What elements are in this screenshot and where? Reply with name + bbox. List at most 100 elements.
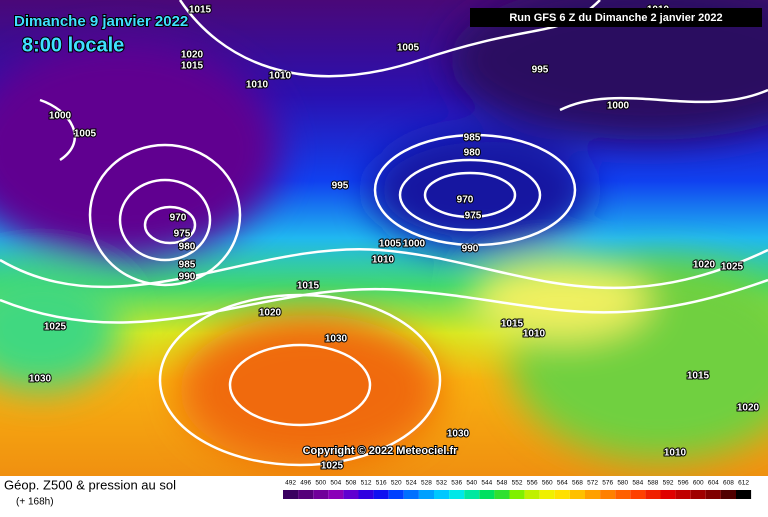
isobar-label: 990 xyxy=(179,272,196,283)
footer-title: Géop. Z500 & pression au sol xyxy=(4,477,176,492)
legend-swatch xyxy=(373,490,389,499)
isobar-label: 995 xyxy=(532,65,549,76)
legend-label: 592 xyxy=(663,480,674,487)
legend-label: 548 xyxy=(497,480,508,487)
legend-label: 604 xyxy=(708,480,719,487)
legend-label: 544 xyxy=(481,480,492,487)
legend-swatch xyxy=(600,490,616,499)
legend-swatch xyxy=(585,490,601,499)
legend-label: 552 xyxy=(512,480,523,487)
isobar-label: 1000 xyxy=(49,111,72,122)
legend-swatch xyxy=(343,490,359,499)
legend-swatch xyxy=(675,490,691,499)
legend-swatch xyxy=(524,490,540,499)
isobar-label: 1015 xyxy=(181,61,204,72)
isobar-label: 1005 xyxy=(397,43,420,54)
legend-label: 596 xyxy=(678,480,689,487)
isobar-label: 1015 xyxy=(687,371,710,382)
legend-label: 496 xyxy=(300,480,311,487)
footer-lead: (+ 168h) xyxy=(16,497,54,508)
legend-label: 516 xyxy=(376,480,387,487)
copyright: Copyright © 2022 Meteociel.fr xyxy=(303,445,459,457)
legend-swatch xyxy=(418,490,434,499)
legend-swatch xyxy=(660,490,676,499)
legend-swatch xyxy=(464,490,480,499)
isobar-label: 1005 xyxy=(74,129,97,140)
legend-label: 560 xyxy=(542,480,553,487)
isobars xyxy=(0,0,768,465)
legend-swatch xyxy=(479,490,495,499)
isobar-label: 1005 xyxy=(379,239,402,250)
legend-swatch xyxy=(630,490,646,499)
isobar-label: 1015 xyxy=(501,319,524,330)
legend-swatch xyxy=(283,490,299,499)
isobar-label: 1010 xyxy=(246,80,269,91)
isobar-label: 1015 xyxy=(189,5,212,16)
isobar-label: 1010 xyxy=(664,448,687,459)
legend-label: 500 xyxy=(315,480,326,487)
legend-label: 492 xyxy=(285,480,296,487)
legend-label: 568 xyxy=(572,480,583,487)
isobar-label: 980 xyxy=(179,242,196,253)
isobar-label: 1030 xyxy=(29,374,52,385)
isobar-label: 1030 xyxy=(447,429,470,440)
run-info: Run GFS 6 Z du Dimanche 2 janvier 2022 xyxy=(509,12,722,24)
legend-swatch xyxy=(388,490,404,499)
legend-label: 540 xyxy=(466,480,477,487)
legend-label: 512 xyxy=(361,480,372,487)
legend-label: 524 xyxy=(406,480,417,487)
legend-swatch xyxy=(298,490,314,499)
legend-swatch xyxy=(554,490,570,499)
legend-label: 588 xyxy=(648,480,659,487)
legend-swatch xyxy=(690,490,706,499)
legend-label: 508 xyxy=(346,480,357,487)
isobar-label: 1000 xyxy=(403,239,426,250)
legend-label: 532 xyxy=(436,480,447,487)
isobar-label: 1015 xyxy=(297,281,320,292)
legend-swatch xyxy=(358,490,374,499)
legend-label: 536 xyxy=(451,480,462,487)
legend-swatch xyxy=(615,490,631,499)
isobar-label: 970 xyxy=(457,195,474,206)
isobar-label: 975 xyxy=(465,211,482,222)
legend-label: 576 xyxy=(602,480,613,487)
legend-swatch xyxy=(509,490,525,499)
map-background xyxy=(0,0,768,476)
legend-swatch xyxy=(403,490,419,499)
isobar-label: 1020 xyxy=(181,50,204,61)
legend-label: 608 xyxy=(723,480,734,487)
legend-swatch xyxy=(736,490,752,499)
legend-swatch xyxy=(434,490,450,499)
legend-label: 556 xyxy=(527,480,538,487)
isobar-label: 975 xyxy=(174,229,191,240)
isobar-label: 980 xyxy=(464,148,481,159)
run-box xyxy=(470,8,762,27)
isobar-label: 985 xyxy=(464,133,481,144)
legend-swatch xyxy=(569,490,585,499)
legend-label: 504 xyxy=(330,480,341,487)
isobar-label: 990 xyxy=(462,244,479,255)
legend-label: 520 xyxy=(391,480,402,487)
isobar-label: 1010 xyxy=(372,255,395,266)
isobar-label: 1025 xyxy=(321,461,344,472)
legend-swatch xyxy=(313,490,329,499)
isobar-label: 1025 xyxy=(44,322,67,333)
color-legend: 492 496 500 504 508 512 516 520 524 528 532 536 540 5… xyxy=(283,480,752,499)
legend-label: 584 xyxy=(632,480,643,487)
isobar-label: 1010 xyxy=(523,329,546,340)
isobar-label: 1020 xyxy=(259,308,282,319)
isobar-label: 970 xyxy=(170,213,187,224)
legend-label: 564 xyxy=(557,480,568,487)
map-time: 8:00 locale xyxy=(22,34,124,56)
isobar-label: 1025 xyxy=(721,262,744,273)
legend-label: 528 xyxy=(421,480,432,487)
map-date: Dimanche 9 janvier 2022 xyxy=(14,13,188,30)
isobar-label: 1020 xyxy=(693,260,716,271)
isobar-label: 985 xyxy=(179,260,196,271)
legend-label: 612 xyxy=(738,480,749,487)
legend-swatch xyxy=(449,490,465,499)
isobar-label: 1020 xyxy=(737,403,760,414)
legend-swatch xyxy=(720,490,736,499)
isobar-label: 1030 xyxy=(325,334,348,345)
